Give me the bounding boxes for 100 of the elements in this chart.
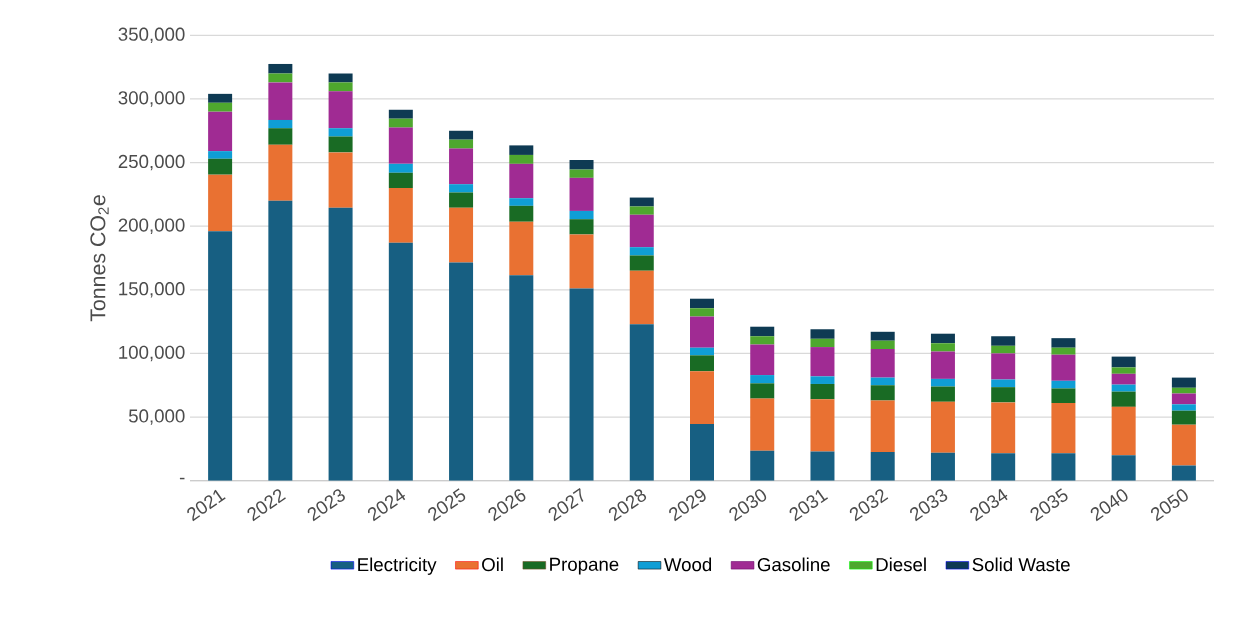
bar [1111,356,1136,368]
bar [268,63,293,74]
bar [930,386,955,402]
bar [208,102,233,112]
bar [509,198,534,206]
bar [991,387,1016,403]
legend-label: Diesel [876,557,926,572]
bar [870,331,895,341]
bar [388,118,413,128]
bar [629,206,654,215]
bar [328,82,353,92]
bar [629,197,654,207]
bar [991,353,1016,380]
bar [509,205,534,222]
bar [1051,338,1076,348]
legend-label: Oil [482,557,503,572]
bar [1171,410,1196,425]
bar [208,93,233,103]
bar [991,336,1016,346]
bar [449,207,474,263]
bar [449,139,474,149]
bar [690,355,714,372]
bar [930,333,955,344]
legend-label: Gasoline [757,557,830,572]
bar [1171,377,1196,388]
bar [388,163,413,173]
bar [690,371,714,425]
bar [750,344,775,376]
bar [629,324,654,481]
bar [1051,380,1076,389]
bar [930,351,955,379]
bar [991,379,1016,388]
bar [328,128,353,137]
bar [449,184,474,193]
bar [268,128,293,145]
bar [629,214,654,248]
bar [328,207,353,481]
bar [328,136,353,153]
bar [1111,391,1136,407]
bar [690,308,714,317]
bar [509,154,534,164]
x-tick-label: 2021 [187,489,226,522]
bar [449,148,474,185]
bar [1051,403,1076,454]
bar [449,130,474,140]
bar [388,188,413,243]
bar [1051,453,1076,481]
bar [509,163,534,199]
x-tick-label: 2031 [789,489,829,522]
bar [991,402,1016,454]
bar [268,73,293,83]
bar [870,400,895,453]
legend-label: Wood [663,557,712,572]
bar [569,219,594,235]
legend-label: Electricity [358,557,437,575]
bar [870,377,895,386]
bar [208,158,233,175]
bar [268,144,293,201]
bar [750,398,775,451]
bar [449,192,474,208]
bar [1171,465,1196,481]
bar [870,340,895,349]
bar [268,200,293,481]
bar [208,174,233,232]
bar [509,275,534,481]
bar [1111,406,1136,456]
bar [208,151,233,159]
bar [629,270,654,325]
bar [930,401,955,453]
bar [1171,424,1196,466]
bar [388,109,413,119]
bar [810,399,835,452]
bar [870,348,895,378]
bar [930,452,955,481]
bar [750,336,775,345]
bar [690,298,714,309]
bar [569,169,594,178]
bar [750,375,775,384]
bar [930,378,955,387]
y-axis-title: Tonnes CO$_{2}$e [90,195,109,322]
bar [449,262,474,481]
bar [750,326,775,337]
bar [1111,367,1136,374]
bar [569,288,594,481]
bar [1111,373,1136,385]
bar [870,385,895,401]
bar [690,347,714,356]
bar [1051,347,1076,355]
bar [629,247,654,256]
bar [750,450,775,481]
y-tick-label: 50,000 [128,409,185,425]
y-tick-label: 200,000 [118,218,185,234]
y-tick-label: 250,000 [118,154,185,171]
y-tick-label: 100,000 [119,345,185,362]
bar [1111,455,1136,481]
legend-label: Solid Waste [972,557,1070,572]
bar [629,255,654,271]
bar [1051,388,1076,404]
bar [750,383,775,399]
bar [208,231,233,481]
